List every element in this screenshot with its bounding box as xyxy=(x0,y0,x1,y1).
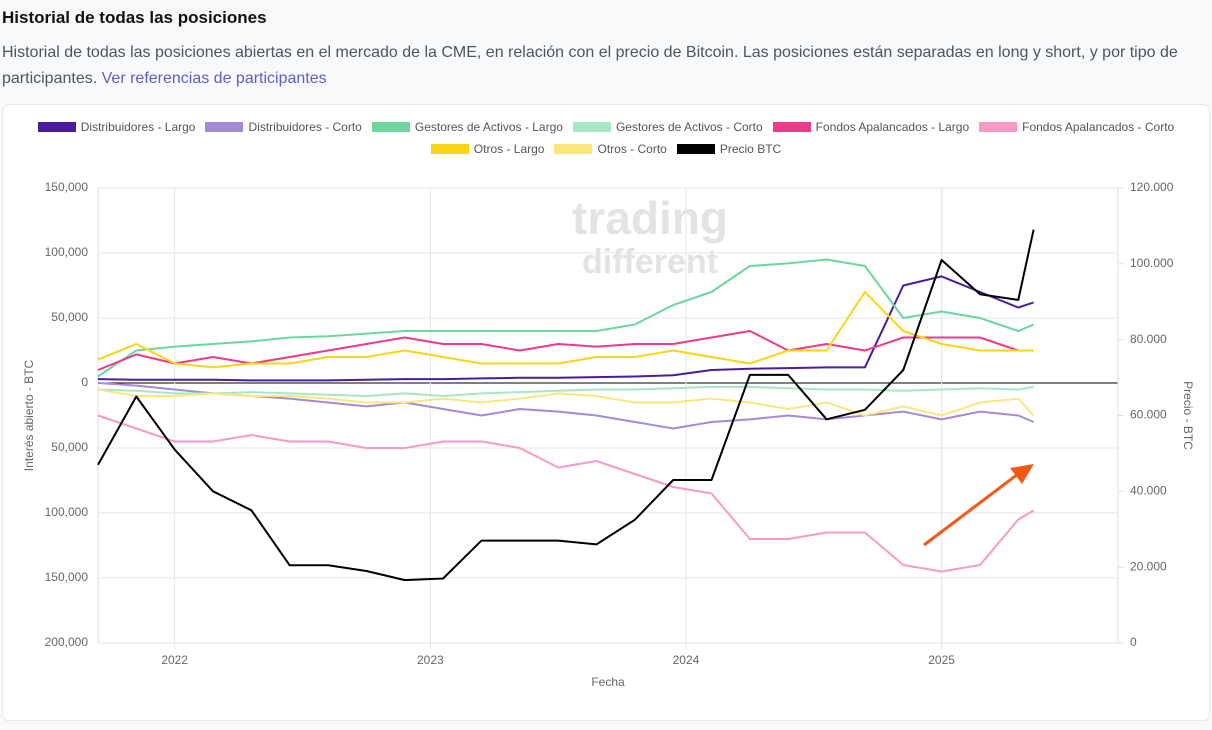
legend-item[interactable]: Otros - Largo xyxy=(430,141,545,157)
legend-label: Otros - Largo xyxy=(473,142,545,156)
series-line xyxy=(97,229,1035,582)
chart-card xyxy=(2,104,1210,721)
y2-tick-label: 120.000 xyxy=(1130,180,1174,194)
x-tick-label: 2024 xyxy=(673,653,700,667)
legend-swatch xyxy=(979,122,1018,132)
y-tick-label: 50,000 xyxy=(51,440,88,454)
series-line xyxy=(97,414,1035,573)
y2-tick-label: 80.000 xyxy=(1130,332,1167,346)
legend-label: Fondos Apalancados - Corto xyxy=(1022,120,1175,134)
legend-item[interactable]: Distribuidores - Corto xyxy=(205,119,362,135)
series-line xyxy=(97,258,1034,378)
series-line xyxy=(97,291,1034,369)
y-tick-label: 150,000 xyxy=(45,570,89,584)
legend-swatch xyxy=(772,122,811,132)
y2-tick-label: 40.000 xyxy=(1130,484,1167,498)
legend-item[interactable]: Gestores de Activos - Corto xyxy=(572,119,763,135)
legend-swatch xyxy=(430,144,469,154)
y-tick-label: 150,000 xyxy=(45,180,89,194)
page-title: Historial de todas las posiciones xyxy=(2,8,267,27)
x-tick-label: 2025 xyxy=(928,653,955,667)
x-tick-label: 2023 xyxy=(417,653,444,667)
y2-tick-label: 0 xyxy=(1130,635,1137,649)
series-line xyxy=(97,388,1035,417)
page-subtitle: Historial de todas las posiciones abiert… xyxy=(2,40,1210,92)
header: Historial de todas las posiciones Histor… xyxy=(2,8,1210,92)
y-tick-label: 0 xyxy=(81,375,88,389)
legend-label: Gestores de Activos - Corto xyxy=(615,120,763,134)
legend-item[interactable]: Otros - Corto xyxy=(554,141,667,157)
y2-tick-label: 20.000 xyxy=(1130,559,1167,573)
legend-label: Otros - Corto xyxy=(597,142,667,156)
legend-label: Fondos Apalancados - Largo xyxy=(815,120,970,134)
y2-tick-label: 60.000 xyxy=(1130,408,1167,422)
y-tick-label: 100,000 xyxy=(45,505,89,519)
legend-item[interactable]: Precio BTC xyxy=(676,141,782,157)
series-line xyxy=(97,330,1034,371)
annotation-arrowhead xyxy=(1010,464,1034,484)
series-line xyxy=(97,275,1034,382)
legend-item[interactable]: Fondos Apalancados - Corto xyxy=(979,119,1174,135)
legend-label: Distribuidores - Largo xyxy=(80,120,196,134)
legend-swatch xyxy=(371,122,410,132)
legend-swatch xyxy=(676,144,715,154)
legend-item[interactable]: Distribuidores - Largo xyxy=(37,119,196,135)
legend-swatch xyxy=(205,122,244,132)
x-tick-label: 2022 xyxy=(161,653,188,667)
subtitle-text: Historial de todas las posiciones abiert… xyxy=(2,44,1178,87)
y2-tick-label: 100.000 xyxy=(1130,256,1174,270)
y-tick-label: 100,000 xyxy=(45,245,89,259)
legend-swatch xyxy=(37,122,76,132)
legend-item[interactable]: Gestores de Activos - Largo xyxy=(371,119,563,135)
legend-swatch xyxy=(572,122,611,132)
legend-label: Precio BTC xyxy=(719,142,782,156)
y-axis-label: Interés abierto - BTC xyxy=(22,359,36,471)
watermark: different xyxy=(582,243,718,281)
x-axis-label: Fecha xyxy=(591,675,625,689)
y-tick-label: 50,000 xyxy=(51,310,88,324)
legend-label: Distribuidores - Corto xyxy=(248,120,362,134)
watermark: trading xyxy=(572,192,728,244)
legend-label: Gestores de Activos - Largo xyxy=(414,120,563,134)
annotation-arrow xyxy=(923,472,1019,547)
legend-swatch xyxy=(554,144,593,154)
series-line xyxy=(97,385,1034,397)
y-tick-label: 200,000 xyxy=(45,635,89,649)
participants-link[interactable]: Ver referencias de participantes xyxy=(101,70,327,87)
y2-axis-label: Precio - BTC xyxy=(1181,381,1195,450)
legend: Distribuidores - Largo Distribuidores - C… xyxy=(10,119,1202,157)
legend-item[interactable]: Fondos Apalancados - Largo xyxy=(772,119,970,135)
